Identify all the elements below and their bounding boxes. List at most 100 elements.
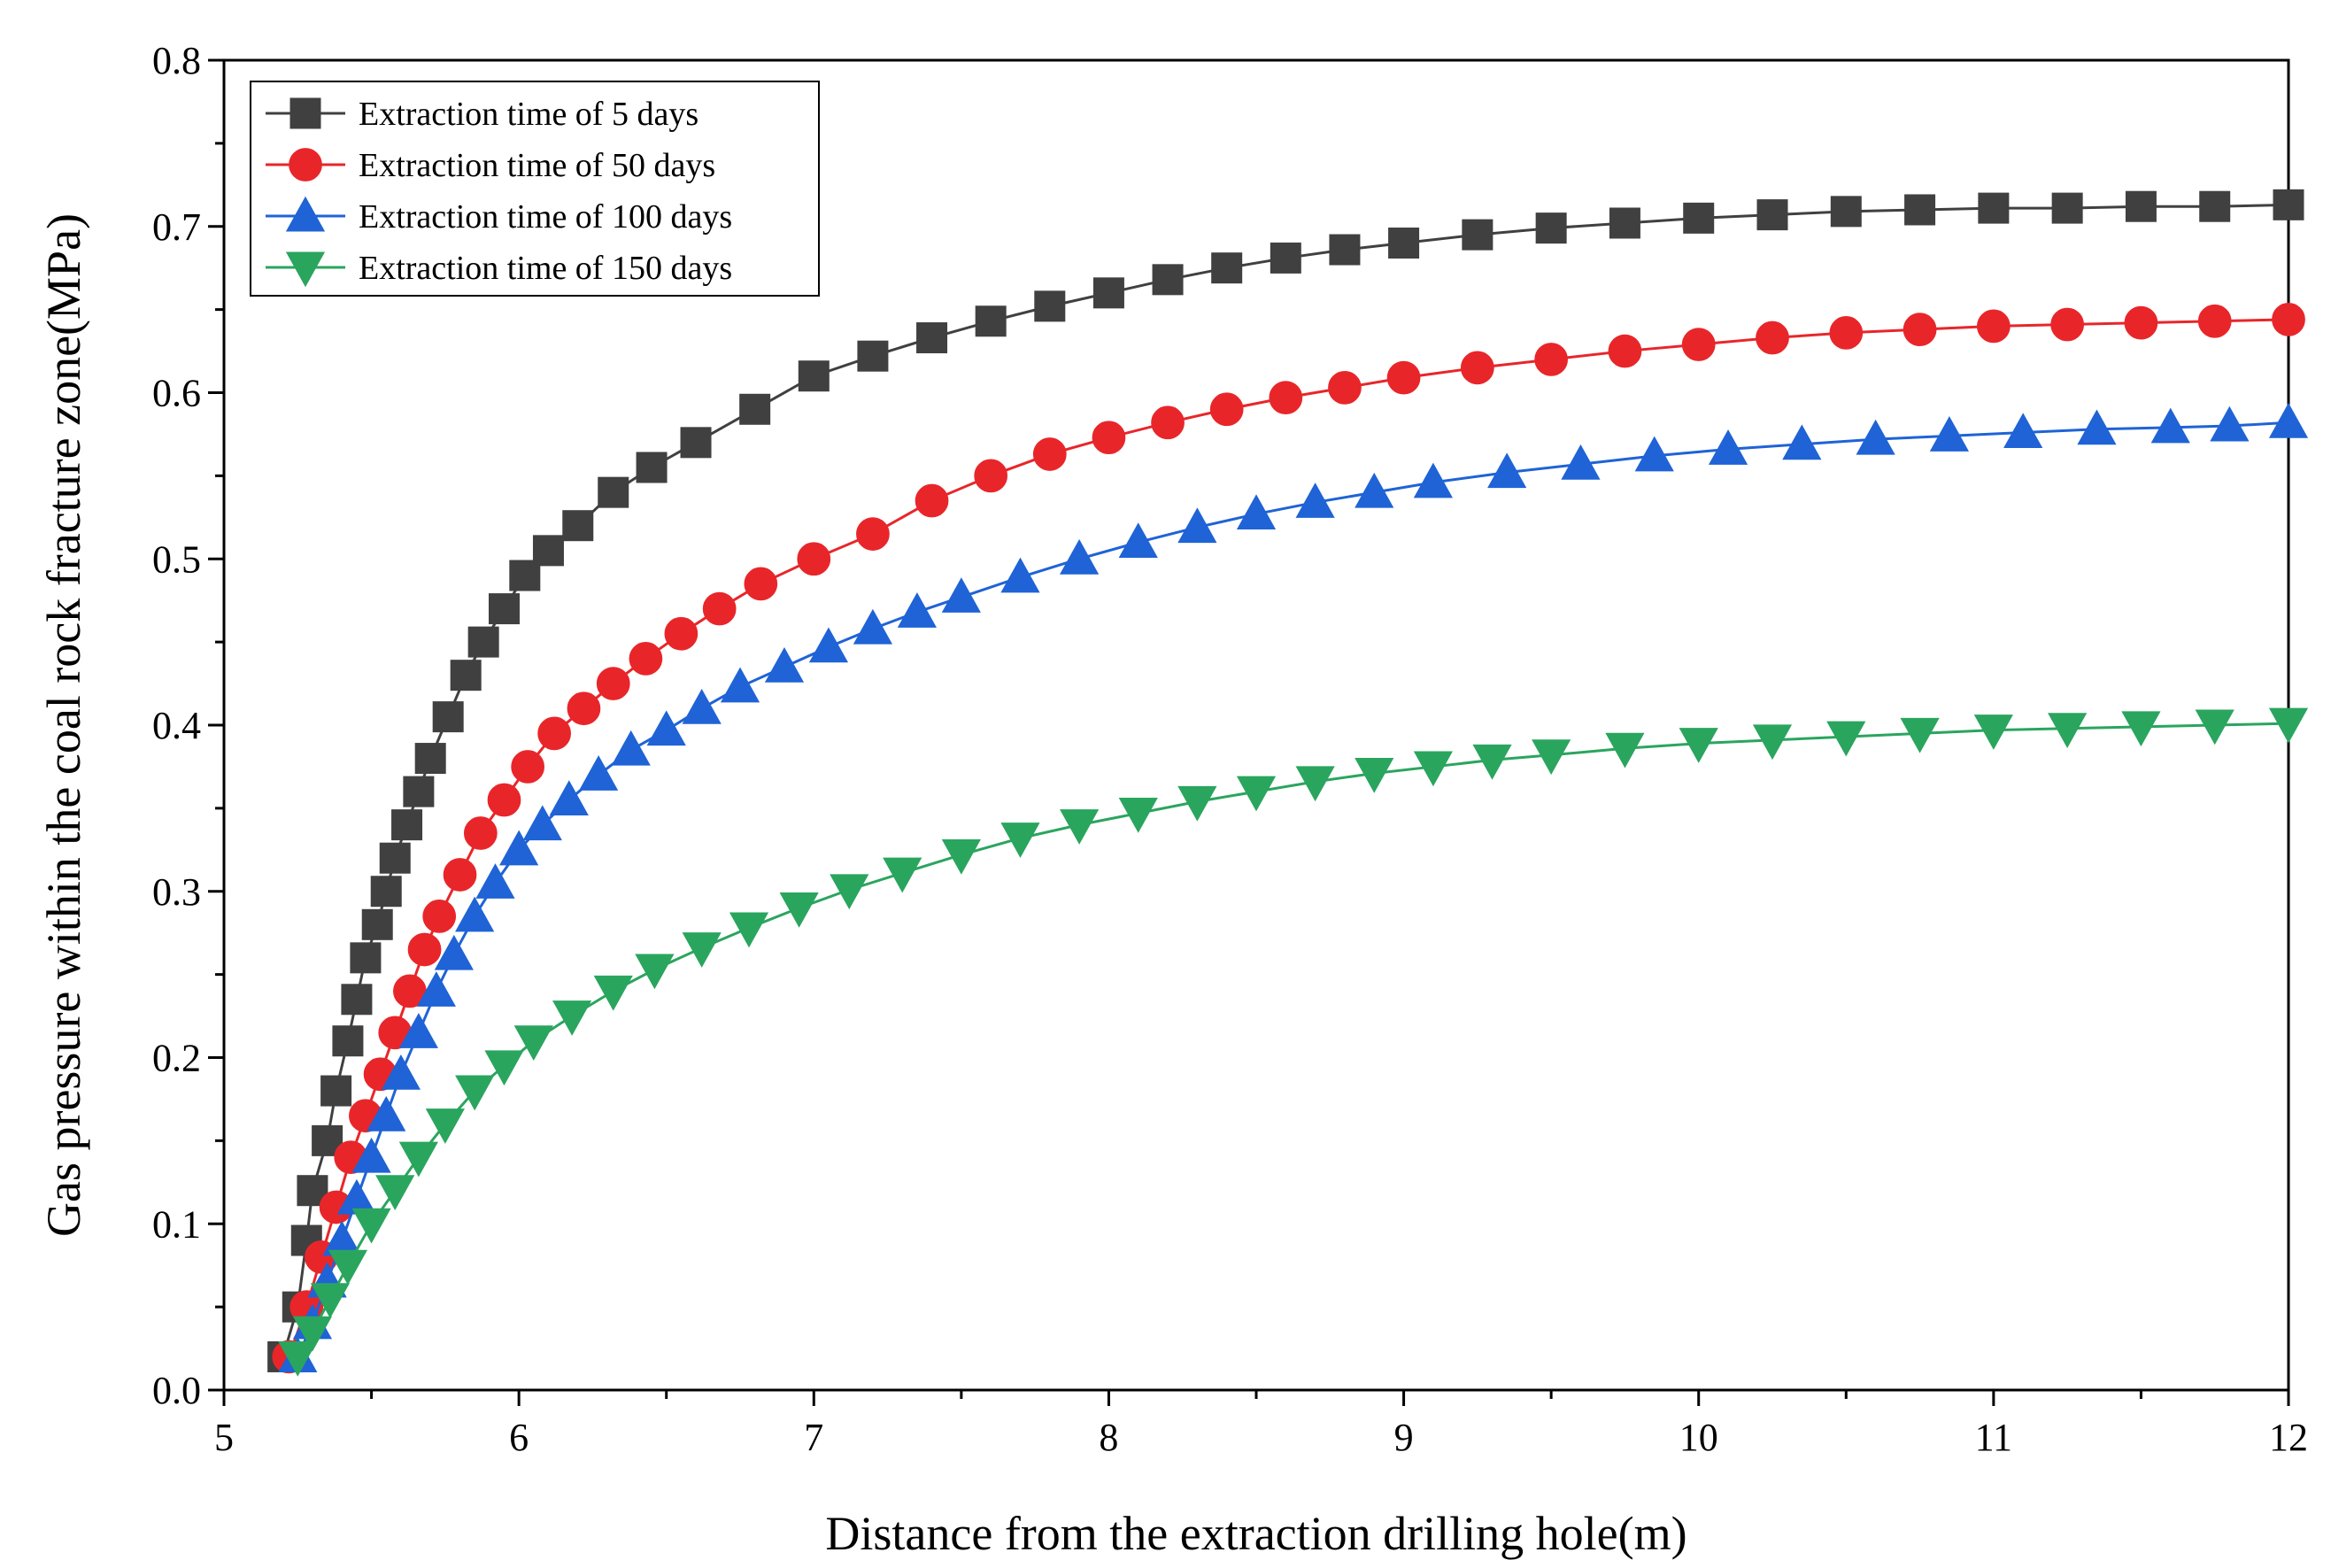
data-point: [680, 427, 712, 459]
data-point: [1534, 343, 1569, 376]
data-point: [2124, 305, 2158, 340]
series-2: [272, 303, 2305, 1374]
y-axis-title: Gas pressure within the coal rock fractu…: [37, 213, 90, 1237]
data-point: [1118, 522, 1158, 558]
data-point: [1092, 421, 1126, 455]
data-point: [310, 1283, 351, 1319]
data-point: [975, 305, 1007, 337]
data-point: [598, 476, 629, 508]
data-point: [398, 1013, 438, 1048]
series-line: [287, 318, 2289, 1357]
x-tick-label: 7: [804, 1416, 823, 1459]
series-layer: [267, 189, 2309, 1377]
data-point: [1386, 360, 1421, 395]
data-point: [328, 1249, 368, 1286]
data-point: [398, 1141, 438, 1178]
x-axis-ticks: 5 6 7 8 9 10 11 12: [214, 1390, 2308, 1459]
data-point: [1152, 264, 1184, 296]
data-point: [1532, 739, 1571, 776]
data-point: [1295, 483, 1335, 518]
legend-item: Extraction time of 150 days: [266, 250, 732, 288]
legend-item: Extraction time of 5 days: [266, 96, 699, 133]
data-point: [1388, 228, 1420, 259]
legend-marker: [285, 196, 326, 232]
data-point: [1752, 724, 1793, 761]
data-point: [1487, 452, 1527, 489]
data-point: [2272, 303, 2305, 336]
data-point: [2210, 406, 2250, 442]
data-point: [629, 642, 663, 676]
data-point: [2199, 190, 2231, 222]
data-point: [2268, 707, 2309, 744]
legend-item: Extraction time of 100 days: [266, 196, 732, 236]
data-point: [1177, 785, 1217, 822]
data-point: [361, 908, 393, 940]
data-point: [1355, 472, 1394, 508]
x-tick-label: 10: [1679, 1416, 1718, 1459]
data-point: [1609, 207, 1640, 239]
data-point: [484, 1050, 524, 1086]
data-point: [403, 776, 435, 807]
data-point: [915, 483, 949, 518]
data-point: [1782, 424, 1822, 460]
x-tick-label: 8: [1099, 1416, 1118, 1459]
data-point: [379, 842, 411, 874]
data-point: [1328, 371, 1362, 405]
y-tick-label: 0.8: [152, 39, 201, 82]
data-point: [1211, 252, 1243, 284]
data-point: [432, 701, 464, 733]
data-point: [941, 838, 981, 875]
data-point: [593, 975, 633, 1011]
data-point: [375, 1175, 415, 1210]
data-point: [797, 542, 831, 576]
data-point: [2003, 413, 2043, 449]
data-point: [664, 616, 699, 651]
data-point: [488, 593, 520, 625]
data-point: [341, 984, 373, 1016]
data-point: [744, 567, 778, 601]
data-point: [463, 816, 498, 850]
data-point: [1978, 192, 2010, 224]
x-tick-label: 9: [1394, 1416, 1414, 1459]
data-point: [1903, 313, 1937, 347]
data-point: [381, 1054, 421, 1090]
y-tick-label: 0.3: [152, 870, 201, 914]
x-tick-label: 6: [509, 1416, 529, 1459]
data-point: [635, 954, 675, 990]
data-point: [367, 1095, 406, 1132]
data-point: [455, 1075, 495, 1111]
series-4: [278, 707, 2309, 1377]
data-point: [729, 912, 769, 948]
data-point: [1756, 199, 1788, 231]
data-point: [1118, 798, 1158, 833]
data-point: [578, 755, 619, 791]
data-point: [416, 971, 456, 1007]
y-tick-label: 0.6: [152, 372, 201, 415]
data-point: [682, 688, 722, 724]
data-point: [443, 858, 477, 892]
data-point: [2077, 409, 2117, 445]
data-point: [1976, 309, 2011, 344]
data-point: [1681, 328, 1716, 361]
legend-label: Extraction time of 5 days: [359, 96, 699, 133]
data-point: [1355, 757, 1394, 793]
data-point: [1561, 444, 1601, 480]
data-point: [1413, 462, 1453, 498]
data-point: [2125, 190, 2157, 222]
data-point: [1605, 732, 1645, 769]
legend-label: Extraction time of 100 days: [359, 198, 732, 236]
data-point: [897, 592, 937, 628]
y-tick-label: 0.2: [152, 1037, 201, 1080]
data-point: [1460, 351, 1494, 385]
data-point: [779, 892, 819, 928]
legend-frame: [250, 81, 820, 297]
data-point: [562, 510, 594, 542]
data-point: [857, 340, 889, 372]
data-point: [407, 932, 442, 967]
y-tick-label: 0.4: [152, 704, 201, 747]
data-point: [450, 660, 482, 691]
data-point: [798, 360, 830, 392]
data-point: [739, 393, 771, 425]
